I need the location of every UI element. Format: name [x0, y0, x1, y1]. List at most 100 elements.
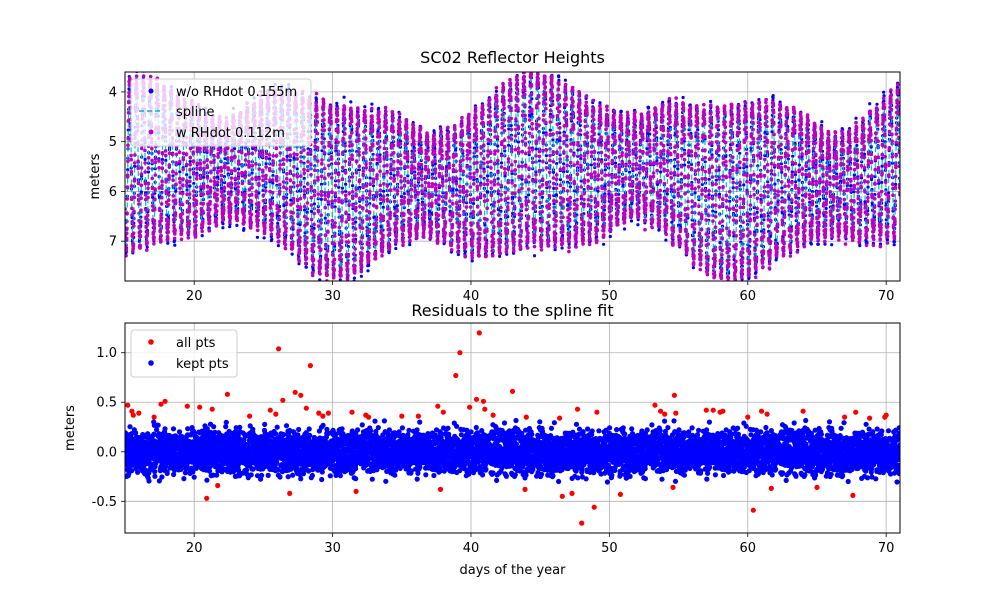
data-point-wo-rhdot — [596, 189, 600, 193]
data-point-wo-rhdot — [691, 266, 696, 270]
data-point-wo-rhdot — [333, 205, 337, 209]
data-point-wo-rhdot — [560, 246, 564, 250]
data-point-wo-rhdot — [319, 182, 324, 186]
data-point-wo-rhdot — [816, 242, 820, 246]
data-point-wo-rhdot — [809, 242, 813, 246]
data-point-wo-rhdot — [164, 158, 168, 162]
data-point-wo-rhdot — [455, 188, 459, 192]
data-point-wo-rhdot — [381, 205, 385, 209]
data-point-wo-rhdot — [192, 181, 196, 186]
data-point-wo-rhdot — [648, 132, 652, 136]
data-point-wo-rhdot — [868, 102, 872, 106]
data-point-wo-rhdot — [797, 163, 802, 167]
data-point-wo-rhdot — [270, 196, 275, 200]
data-point-wo-rhdot — [323, 216, 327, 220]
data-point-wo-rhdot — [250, 203, 254, 207]
data-point-wo-rhdot — [276, 221, 280, 225]
data-point-wo-rhdot — [371, 152, 375, 157]
data-point-wo-rhdot — [880, 180, 884, 185]
data-point-wo-rhdot — [126, 168, 130, 172]
data-point-wo-rhdot — [284, 196, 289, 200]
data-point-wo-rhdot — [350, 127, 354, 131]
data-point-wo-rhdot — [295, 167, 299, 171]
data-point-wo-rhdot — [333, 179, 338, 183]
data-point-wo-rhdot — [731, 186, 735, 190]
data-point-wo-rhdot — [820, 120, 824, 124]
data-point-wo-rhdot — [309, 152, 313, 156]
data-point-wo-rhdot — [773, 182, 777, 186]
data-point-wo-rhdot — [363, 105, 367, 109]
data-point-wo-rhdot — [276, 244, 280, 248]
data-point-wo-rhdot — [509, 124, 513, 128]
data-point-wo-rhdot — [221, 226, 225, 230]
data-point-wo-rhdot — [377, 106, 381, 110]
data-point-wo-rhdot — [312, 202, 316, 206]
data-point-wo-rhdot — [854, 116, 858, 120]
data-point-wo-rhdot — [636, 223, 640, 227]
data-point-wo-rhdot — [349, 100, 353, 104]
data-point-wo-rhdot — [486, 174, 490, 178]
data-point-wo-rhdot — [264, 185, 268, 189]
data-point-wo-rhdot — [368, 176, 372, 180]
data-point-wo-rhdot — [188, 159, 192, 163]
data-point-wo-rhdot — [166, 241, 170, 245]
data-point-wo-rhdot — [603, 168, 607, 172]
data-point-wo-rhdot — [351, 184, 355, 188]
data-point-wo-rhdot — [378, 153, 382, 157]
data-point-wo-rhdot — [171, 174, 175, 178]
data-point-wo-rhdot — [302, 176, 306, 181]
data-point-wo-rhdot — [235, 223, 239, 227]
data-point-wo-rhdot — [337, 185, 341, 189]
data-point-wo-rhdot — [271, 181, 275, 185]
data-point-wo-rhdot — [340, 186, 344, 190]
data-point-wo-rhdot — [866, 185, 870, 189]
data-point-wo-rhdot — [333, 195, 337, 199]
data-point-wo-rhdot — [344, 182, 348, 186]
data-point-wo-rhdot — [174, 189, 178, 193]
data-point-wo-rhdot — [392, 173, 396, 177]
data-point-wo-rhdot — [264, 162, 268, 166]
data-point-wo-rhdot — [551, 170, 556, 174]
data-point-wo-rhdot — [673, 164, 677, 168]
data-point-wo-rhdot — [351, 207, 355, 211]
data-point-wo-rhdot — [382, 189, 386, 193]
data-point-wo-rhdot — [228, 225, 232, 229]
data-point-wo-rhdot — [352, 276, 356, 280]
data-point-wo-rhdot — [858, 244, 862, 248]
data-point-wo-rhdot — [320, 149, 324, 153]
data-point-wo-rhdot — [302, 185, 306, 189]
data-point-wo-rhdot — [379, 194, 383, 198]
data-point-wo-rhdot — [344, 189, 348, 193]
data-point-wo-rhdot — [188, 175, 192, 179]
data-point-wo-rhdot — [437, 203, 441, 207]
data-point-wo-rhdot — [318, 278, 322, 281]
data-point-wo-rhdot — [297, 262, 301, 266]
data-point-wo-rhdot — [305, 210, 309, 214]
data-point-wo-rhdot — [277, 214, 281, 218]
data-point-wo-rhdot — [507, 143, 511, 147]
data-point-wo-rhdot — [629, 219, 634, 223]
data-point-wo-rhdot — [358, 185, 362, 189]
data-point-wo-rhdot — [824, 206, 828, 211]
data-point-wo-rhdot — [173, 243, 177, 247]
data-point-wo-rhdot — [554, 193, 559, 197]
data-point-wo-rhdot — [335, 101, 339, 105]
data-point-wo-rhdot — [534, 147, 538, 151]
data-point-wo-rhdot — [463, 250, 467, 254]
data-point-wo-rhdot — [346, 245, 351, 249]
data-point-wo-rhdot — [394, 246, 398, 251]
data-point-wo-rhdot — [830, 243, 834, 247]
data-point-wo-rhdot — [755, 210, 759, 214]
reflector-heights-axes: SC02 Reflector Heights meters 20 30 40 50 60… — [88, 48, 901, 304]
data-point-wo-rhdot — [207, 226, 211, 230]
data-point-wo-rhdot — [288, 158, 292, 162]
data-point-wo-rhdot — [222, 175, 226, 179]
data-point-wo-rhdot — [372, 215, 376, 219]
data-point-wo-rhdot — [839, 179, 843, 183]
data-point-wo-rhdot — [306, 147, 310, 151]
data-point-wo-rhdot — [342, 95, 346, 99]
data-point-wo-rhdot — [683, 163, 687, 167]
data-point-wo-rhdot — [540, 195, 545, 199]
data-point-wo-rhdot — [285, 154, 289, 158]
data-point-wo-rhdot — [200, 234, 204, 238]
